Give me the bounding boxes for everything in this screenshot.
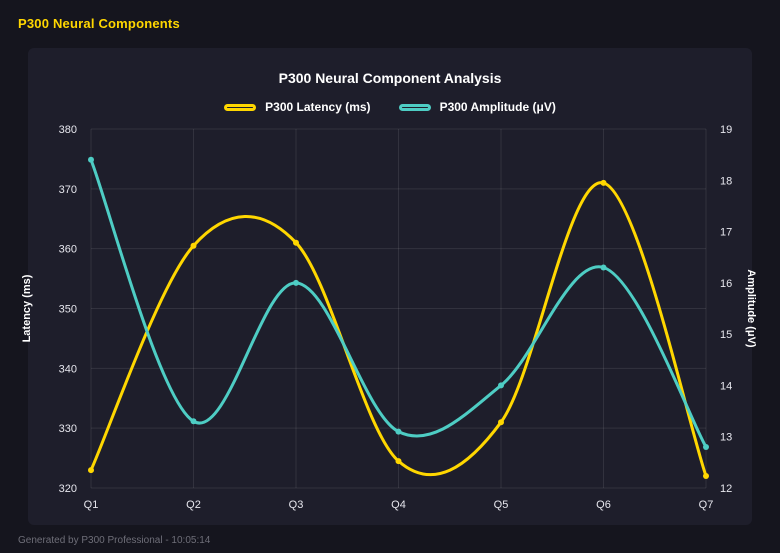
left-axis-tick-label: 380 <box>59 124 77 136</box>
legend-item-latency[interactable]: P300 Latency (ms) <box>224 100 371 114</box>
x-axis-tick-label: Q7 <box>699 499 714 511</box>
data-point-series-1[interactable] <box>293 279 299 286</box>
data-point-series-1[interactable] <box>703 444 709 450</box>
data-point-series-1[interactable] <box>190 418 197 425</box>
x-axis-tick-label: Q4 <box>391 499 406 511</box>
page-title: P300 Neural Components <box>18 16 180 31</box>
data-point-series-1[interactable] <box>498 382 504 389</box>
left-axis-tick-label: 360 <box>59 244 77 256</box>
data-point-series-0[interactable] <box>293 239 299 246</box>
x-axis-tick-label: Q5 <box>494 499 509 511</box>
left-axis-tick-label: 370 <box>59 184 77 196</box>
footer-status-text: Generated by P300 Professional - 10:05:1… <box>18 535 211 546</box>
chart-title: P300 Neural Component Analysis <box>278 70 502 86</box>
data-point-series-1[interactable] <box>88 156 94 163</box>
legend-label-amplitude: P300 Amplitude (μV) <box>439 100 556 114</box>
right-axis-tick-label: 14 <box>720 380 732 392</box>
legend-label-latency: P300 Latency (ms) <box>265 100 371 114</box>
latency-legend-marker-icon <box>224 103 257 111</box>
legend-item-amplitude[interactable]: P300 Amplitude (μV) <box>398 100 556 114</box>
right-axis-tick-label: 15 <box>720 329 732 341</box>
right-axis-tick-label: 19 <box>720 124 732 136</box>
x-axis-tick-label: Q3 <box>289 499 304 511</box>
data-point-series-1[interactable] <box>395 428 402 435</box>
left-axis-tick-label: 320 <box>59 483 77 495</box>
right-axis-tick-label: 17 <box>720 227 732 239</box>
data-point-series-0[interactable] <box>190 242 197 249</box>
data-point-series-1[interactable] <box>600 264 607 271</box>
right-axis-title: Amplitude (μV) <box>745 269 757 348</box>
data-point-series-0[interactable] <box>498 419 504 426</box>
data-point-series-0[interactable] <box>395 458 402 465</box>
data-point-series-0[interactable] <box>88 467 94 474</box>
chart-panel <box>28 48 752 525</box>
x-axis-tick-label: Q1 <box>84 499 99 511</box>
left-axis-tick-label: 350 <box>59 304 77 316</box>
x-axis-tick-label: Q6 <box>596 499 611 511</box>
right-axis-tick-label: 13 <box>720 432 732 444</box>
right-axis-tick-label: 12 <box>720 483 732 495</box>
left-axis-tick-label: 330 <box>59 423 77 435</box>
right-axis-tick-label: 18 <box>720 175 732 187</box>
right-axis-tick-label: 16 <box>720 278 732 290</box>
data-point-series-0[interactable] <box>600 179 607 186</box>
left-axis-title: Latency (ms) <box>21 274 33 342</box>
x-axis-tick-label: Q2 <box>186 499 201 511</box>
left-axis-tick-label: 340 <box>59 363 77 375</box>
chart-legend: P300 Latency (ms) P300 Amplitude (μV) <box>0 100 780 114</box>
amplitude-legend-marker-icon <box>398 103 431 111</box>
data-point-series-0[interactable] <box>703 473 709 479</box>
